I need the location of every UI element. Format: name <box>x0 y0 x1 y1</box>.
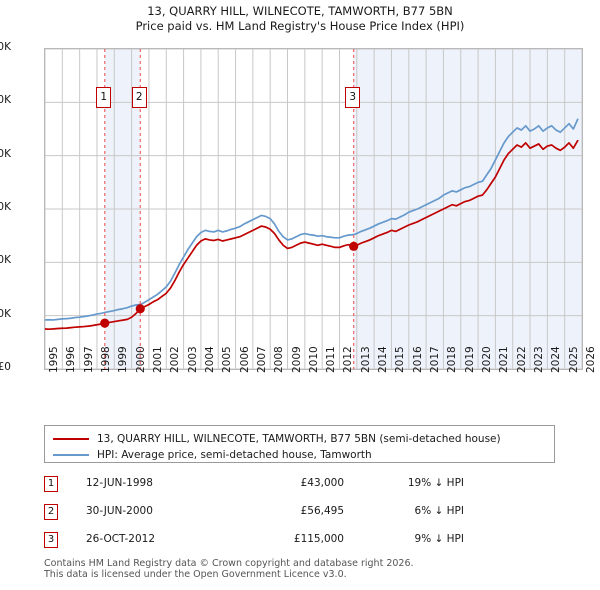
legend-label-price-paid: 13, QUARRY HILL, WILNECOTE, TAMWORTH, B7… <box>97 432 501 445</box>
chart-marker-label: 1 <box>96 87 112 108</box>
legend-swatch-hpi <box>53 453 89 456</box>
legend-item-price-paid: 13, QUARRY HILL, WILNECOTE, TAMWORTH, B7… <box>53 431 546 446</box>
x-axis-tick-label: 2025 <box>567 346 580 373</box>
transaction-marker-dot <box>100 318 110 328</box>
x-axis-tick-label: 1999 <box>117 346 130 373</box>
x-axis-tick-label: 1997 <box>82 346 95 373</box>
chart-title: 13, QUARRY HILL, WILNECOTE, TAMWORTH, B7… <box>0 4 600 34</box>
transaction-marker-dot <box>349 241 359 251</box>
x-axis-tick-label: 2020 <box>481 346 494 373</box>
x-axis-tick-label: 2018 <box>446 346 459 373</box>
footer-line-2: This data is licensed under the Open Gov… <box>44 569 347 580</box>
table-row: 2 30-JUN-2000 £56,495 6% ↓ HPI <box>44 504 555 528</box>
price-chart-plot-area <box>44 48 583 370</box>
series-line <box>45 118 579 321</box>
legend-item-hpi: HPI: Average price, semi-detached house,… <box>53 447 546 462</box>
x-axis-tick-label: 2012 <box>342 346 355 373</box>
transaction-date: 30-JUN-2000 <box>86 505 153 517</box>
chart-marker-label: 2 <box>131 87 147 108</box>
x-axis-tick-label: 2017 <box>429 346 442 373</box>
transaction-index-badge: 3 <box>44 532 58 548</box>
x-axis-tick-label: 2004 <box>203 346 216 373</box>
legend-swatch-price-paid <box>53 437 89 440</box>
transaction-date: 12-JUN-1998 <box>86 477 153 489</box>
x-axis-tick-label: 1998 <box>99 346 112 373</box>
x-axis-tick-label: 2001 <box>151 346 164 373</box>
transaction-hpi-delta: 6% ↓ HPI <box>414 505 464 517</box>
x-axis-tick-label: 2015 <box>394 346 407 373</box>
transaction-index-badge: 2 <box>44 504 58 520</box>
x-axis-tick-label: 2005 <box>221 346 234 373</box>
x-axis-tick-label: 2000 <box>134 346 147 373</box>
x-axis-tick-label: 2009 <box>290 346 303 373</box>
chart-legend: 13, QUARRY HILL, WILNECOTE, TAMWORTH, B7… <box>44 425 555 463</box>
chart-svg <box>45 49 582 369</box>
transaction-hpi-delta: 19% ↓ HPI <box>407 477 464 489</box>
x-axis-tick-label: 2016 <box>411 346 424 373</box>
x-axis-tick-label: 1995 <box>48 346 60 373</box>
x-axis-tick-label: 2010 <box>307 346 320 373</box>
transaction-price: £115,000 <box>293 533 344 545</box>
table-row: 3 26-OCT-2012 £115,000 9% ↓ HPI <box>44 532 555 556</box>
series-line <box>45 139 579 331</box>
attribution-footer: Contains HM Land Registry data © Crown c… <box>44 558 584 580</box>
x-axis-tick-label: 2008 <box>273 346 286 373</box>
x-axis-tick-label: 2006 <box>238 346 251 373</box>
x-axis-tick-label: 2022 <box>515 346 528 373</box>
x-axis-tick-label: 1996 <box>65 346 78 373</box>
x-axis-tick-label: 2007 <box>255 346 268 373</box>
x-axis-tick-label: 2013 <box>359 346 372 373</box>
transaction-marker-dot <box>135 304 145 314</box>
legend-label-hpi: HPI: Average price, semi-detached house,… <box>97 448 372 461</box>
x-axis-tick-label: 2011 <box>325 346 338 373</box>
footer-line-1: Contains HM Land Registry data © Crown c… <box>44 558 414 569</box>
x-axis-tick-label: 2003 <box>186 346 199 373</box>
chart-marker-label: 3 <box>345 87 361 108</box>
transaction-index-badge: 1 <box>44 476 58 492</box>
title-line-1: 13, QUARRY HILL, WILNECOTE, TAMWORTH, B7… <box>147 4 453 18</box>
transaction-date: 26-OCT-2012 <box>86 533 155 545</box>
x-axis-tick-label: 2014 <box>377 346 390 373</box>
x-axis-tick-label: 2024 <box>550 346 563 373</box>
table-row: 1 12-JUN-1998 £43,000 19% ↓ HPI <box>44 476 555 500</box>
x-axis-tick-label: 2002 <box>169 346 182 373</box>
title-line-2: Price paid vs. HM Land Registry's House … <box>135 19 465 33</box>
x-axis-tick-label: 2026 <box>585 346 597 373</box>
transaction-price: £43,000 <box>300 477 344 489</box>
x-axis-tick-label: 2021 <box>498 346 511 373</box>
transaction-price: £56,495 <box>300 505 344 517</box>
transaction-hpi-delta: 9% ↓ HPI <box>414 533 464 545</box>
x-axis-tick-label: 2023 <box>533 346 546 373</box>
x-axis-tick-label: 2019 <box>463 346 476 373</box>
